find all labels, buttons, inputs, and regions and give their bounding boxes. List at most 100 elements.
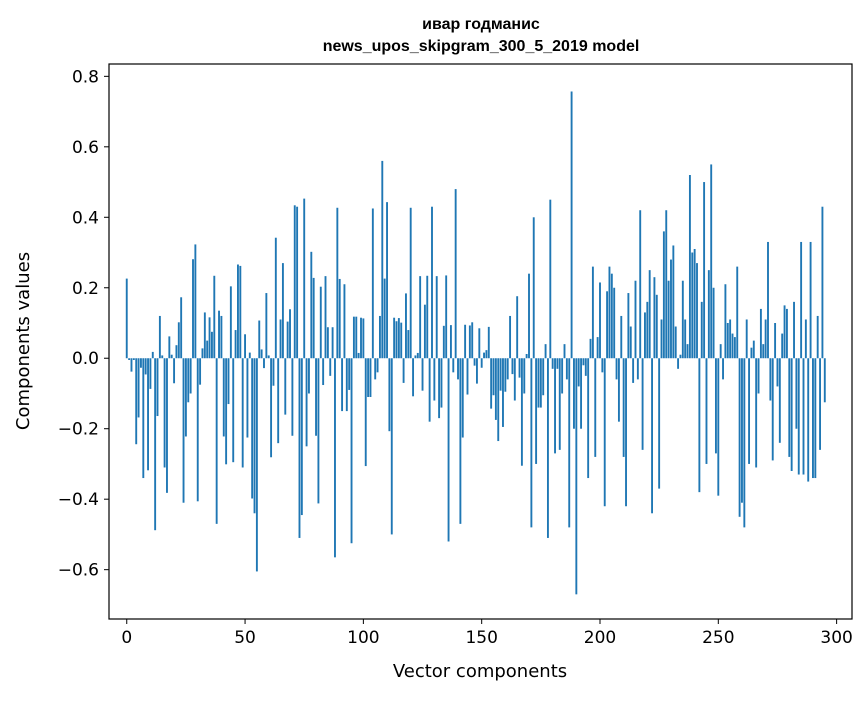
bar-component-98: [357, 352, 360, 359]
y-tick-label: 0.6: [72, 138, 99, 158]
bar-component-202: [603, 358, 606, 507]
bar-component-79: [312, 277, 315, 359]
bar-component-9: [147, 358, 149, 471]
bar-component-31: [199, 358, 202, 385]
bar-component-220: [646, 301, 649, 359]
bar-component-237: [686, 344, 689, 359]
bar-component-87: [331, 327, 334, 359]
y-tick-label: 0.0: [72, 349, 99, 369]
bar-component-198: [594, 358, 597, 457]
x-tick-label: 300: [820, 628, 852, 648]
y-tick-label: 0.8: [72, 67, 99, 87]
bar-component-106: [376, 358, 379, 373]
bar-component-245: [705, 358, 708, 464]
bar-component-112: [390, 358, 393, 535]
bar-component-17: [166, 358, 168, 493]
bar-component-191: [577, 358, 580, 387]
bar-component-206: [613, 287, 616, 359]
bar-component-179: [549, 199, 552, 359]
bar-component-259: [738, 358, 741, 517]
bar-component-200: [599, 282, 601, 359]
bar-component-229: [667, 280, 670, 359]
bar-component-126: [423, 304, 426, 359]
bar-component-201: [601, 358, 604, 373]
bar-component-278: [783, 305, 786, 359]
bar-component-142: [461, 358, 464, 438]
bar-component-152: [485, 350, 488, 359]
bar-component-97: [355, 316, 358, 359]
bar-component-50: [244, 334, 246, 359]
bar-component-100: [362, 318, 365, 359]
bar-component-34: [206, 340, 209, 359]
bar-component-230: [670, 259, 672, 359]
bar-component-14: [158, 315, 161, 359]
y-tick-label: −0.2: [58, 420, 99, 440]
bar-component-246: [707, 270, 710, 359]
bar-component-4: [135, 358, 138, 445]
bar-component-186: [565, 358, 568, 380]
bar-component-169: [525, 354, 528, 359]
bar-component-267: [757, 358, 760, 394]
bar-component-244: [703, 182, 706, 359]
bar-component-177: [544, 344, 547, 359]
bar-component-25: [184, 358, 187, 437]
bar-component-15: [161, 355, 164, 359]
bar-component-205: [610, 273, 613, 359]
bar-component-148: [476, 358, 478, 384]
bar-component-120: [409, 207, 412, 359]
bar-component-157: [497, 358, 500, 442]
bar-component-72: [296, 206, 299, 359]
bar-component-282: [793, 301, 795, 359]
bar-component-175: [539, 358, 542, 408]
bar-component-29: [194, 244, 197, 359]
bar-component-253: [724, 284, 727, 359]
bar-component-183: [558, 358, 561, 450]
bar-component-41: [222, 358, 225, 437]
bar-component-89: [336, 207, 339, 359]
x-tick-label: 100: [347, 628, 379, 648]
bar-component-286: [802, 358, 805, 475]
y-tick-label: 0.2: [72, 279, 99, 299]
bar-component-51: [246, 358, 249, 438]
bar-component-276: [778, 358, 781, 443]
bar-component-68: [286, 321, 289, 359]
bar-component-61: [270, 358, 273, 458]
bar-component-208: [617, 358, 620, 422]
bar-component-130: [433, 358, 436, 401]
bar-component-59: [265, 293, 268, 359]
bar-component-8: [144, 358, 147, 375]
bar-component-240: [693, 249, 696, 359]
x-tick-label: 0: [121, 628, 132, 648]
bar-component-195: [587, 358, 590, 479]
bar-component-199: [596, 337, 599, 359]
bar-component-150: [480, 358, 483, 368]
bar-component-19: [170, 354, 173, 359]
bar-component-204: [608, 266, 611, 359]
bar-component-104: [371, 208, 374, 359]
chart-title-line2: news_upos_skipgram_300_5_2019 model: [323, 38, 640, 55]
bar-component-7: [142, 358, 145, 479]
bar-component-211: [625, 358, 627, 507]
bar-component-107: [378, 315, 381, 359]
bar-component-209: [620, 315, 623, 359]
bar-component-266: [755, 358, 758, 468]
bar-component-40: [220, 315, 223, 359]
bar-component-37: [213, 275, 216, 359]
bar-component-42: [225, 358, 228, 465]
bar-component-235: [681, 280, 684, 359]
bar-component-143: [464, 324, 467, 359]
bar-component-146: [471, 322, 474, 359]
bar-component-280: [788, 358, 791, 457]
bar-component-214: [632, 358, 635, 383]
bar-component-189: [573, 358, 575, 429]
bar-component-288: [807, 358, 810, 482]
bar-component-55: [255, 358, 258, 572]
bar-component-233: [677, 358, 680, 369]
bar-component-207: [615, 358, 618, 380]
bar-component-21: [175, 345, 178, 359]
bar-component-173: [535, 358, 538, 464]
bar-component-292: [816, 315, 819, 359]
bar-component-188: [570, 91, 573, 359]
bar-component-248: [712, 287, 715, 359]
